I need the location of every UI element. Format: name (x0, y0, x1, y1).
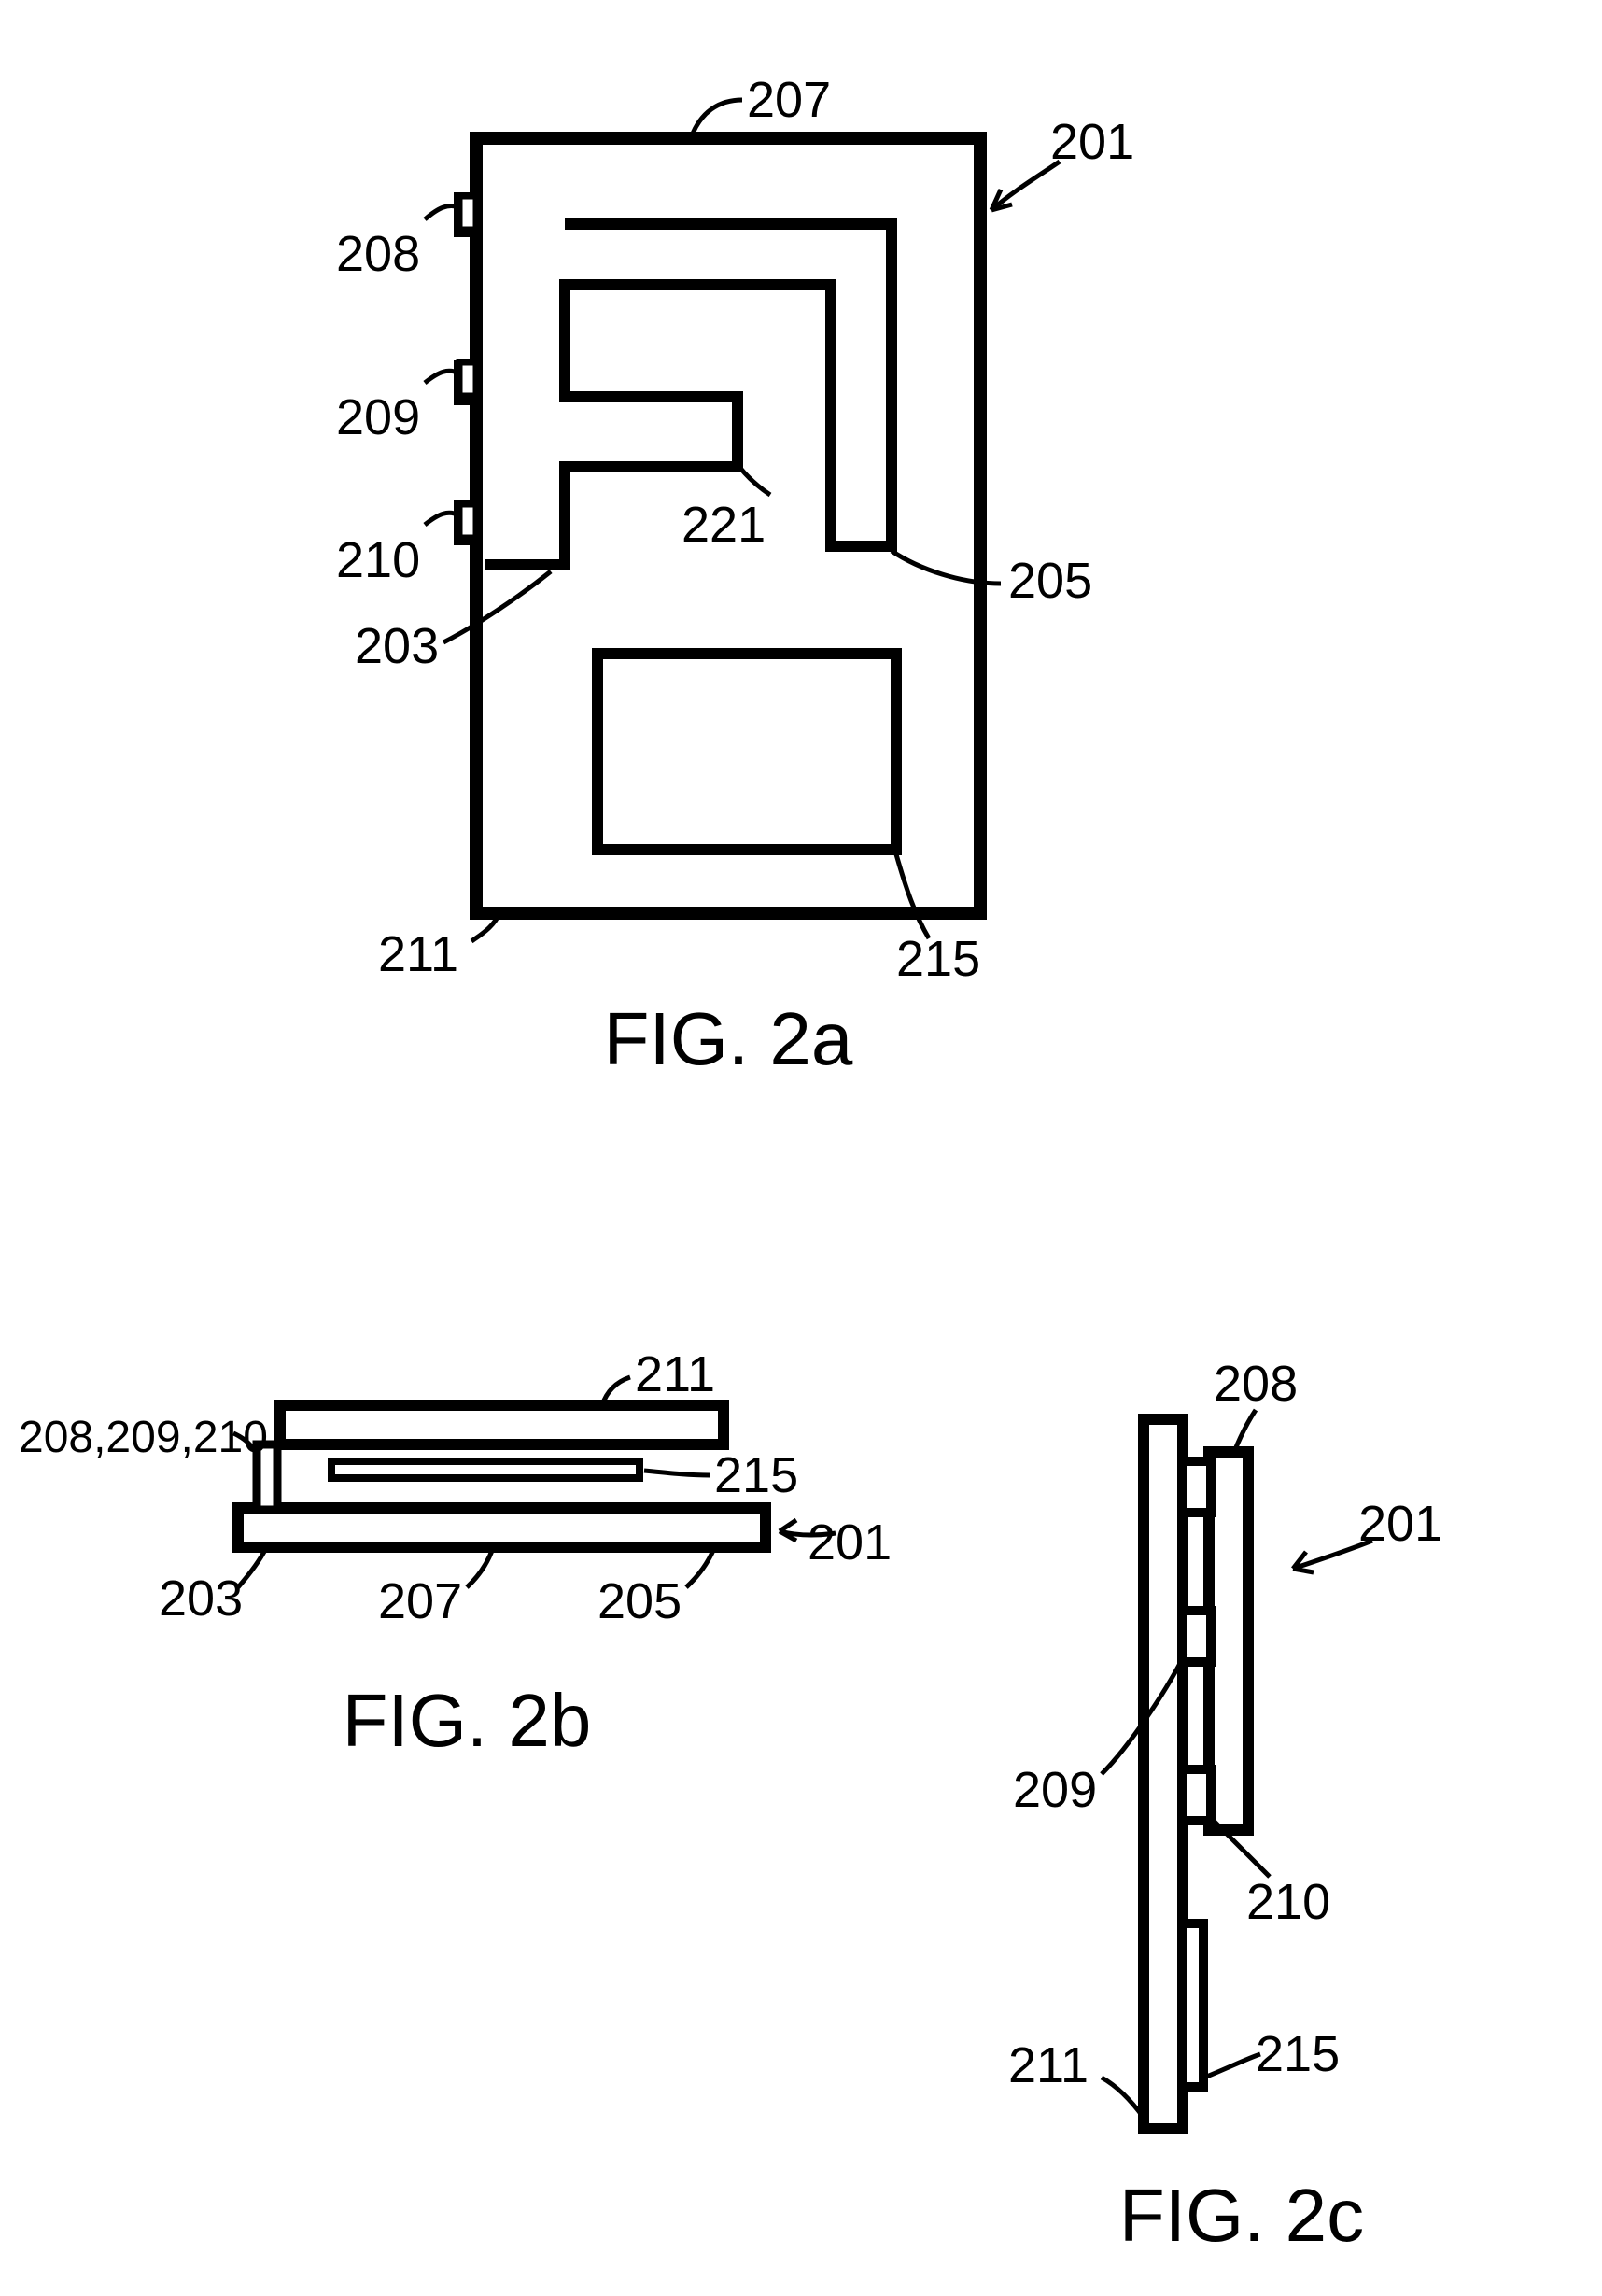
label-215a: 215 (896, 931, 980, 987)
label-210c: 210 (1246, 1874, 1330, 1930)
label-210a: 210 (336, 532, 420, 588)
fig2a-t3b (459, 504, 476, 538)
label-205b: 205 (597, 1573, 682, 1629)
fig2c-spine (1144, 1419, 1183, 2129)
label-207: 207 (747, 72, 831, 128)
label-208c: 208 (1214, 1356, 1298, 1412)
label-215b: 215 (714, 1447, 798, 1503)
label-208a: 208 (336, 226, 420, 282)
label-211b: 211 (635, 1346, 715, 1402)
caption-2a: FIG. 2a (604, 997, 853, 1080)
label-221: 221 (682, 497, 766, 553)
fig2a-t2b (459, 362, 476, 396)
label-211c: 211 (1008, 2037, 1089, 2093)
label-205a: 205 (1008, 553, 1092, 609)
label-209a: 209 (336, 389, 420, 445)
label-201b: 201 (808, 1514, 892, 1571)
label-201a: 201 (1050, 114, 1134, 170)
diagram-canvas: 207 201 208 209 221 210 205 203 211 215 … (0, 0, 1602, 2296)
label-203b: 203 (159, 1571, 243, 1627)
fig2c-post-208 (1183, 1461, 1211, 1513)
label-203a: 203 (355, 618, 439, 674)
fig2b-bottom-plate (238, 1508, 766, 1547)
label-211a: 211 (378, 926, 458, 982)
label-208209210: 208,209,210 (19, 1413, 268, 1462)
label-201c: 201 (1358, 1496, 1442, 1552)
fig2c-tab-215 (1183, 1923, 1203, 2087)
caption-2c: FIG. 2c (1119, 2174, 1364, 2257)
caption-2b: FIG. 2b (343, 1679, 592, 1762)
fig2c-post-210 (1183, 1769, 1211, 1821)
label-209c: 209 (1013, 1762, 1097, 1818)
fig2a-t1b (459, 196, 476, 230)
label-207b: 207 (378, 1573, 462, 1629)
fig2b-top-plate (280, 1405, 724, 1444)
label-215c: 215 (1256, 2026, 1340, 2082)
fig2b-mid-plate (331, 1461, 639, 1478)
